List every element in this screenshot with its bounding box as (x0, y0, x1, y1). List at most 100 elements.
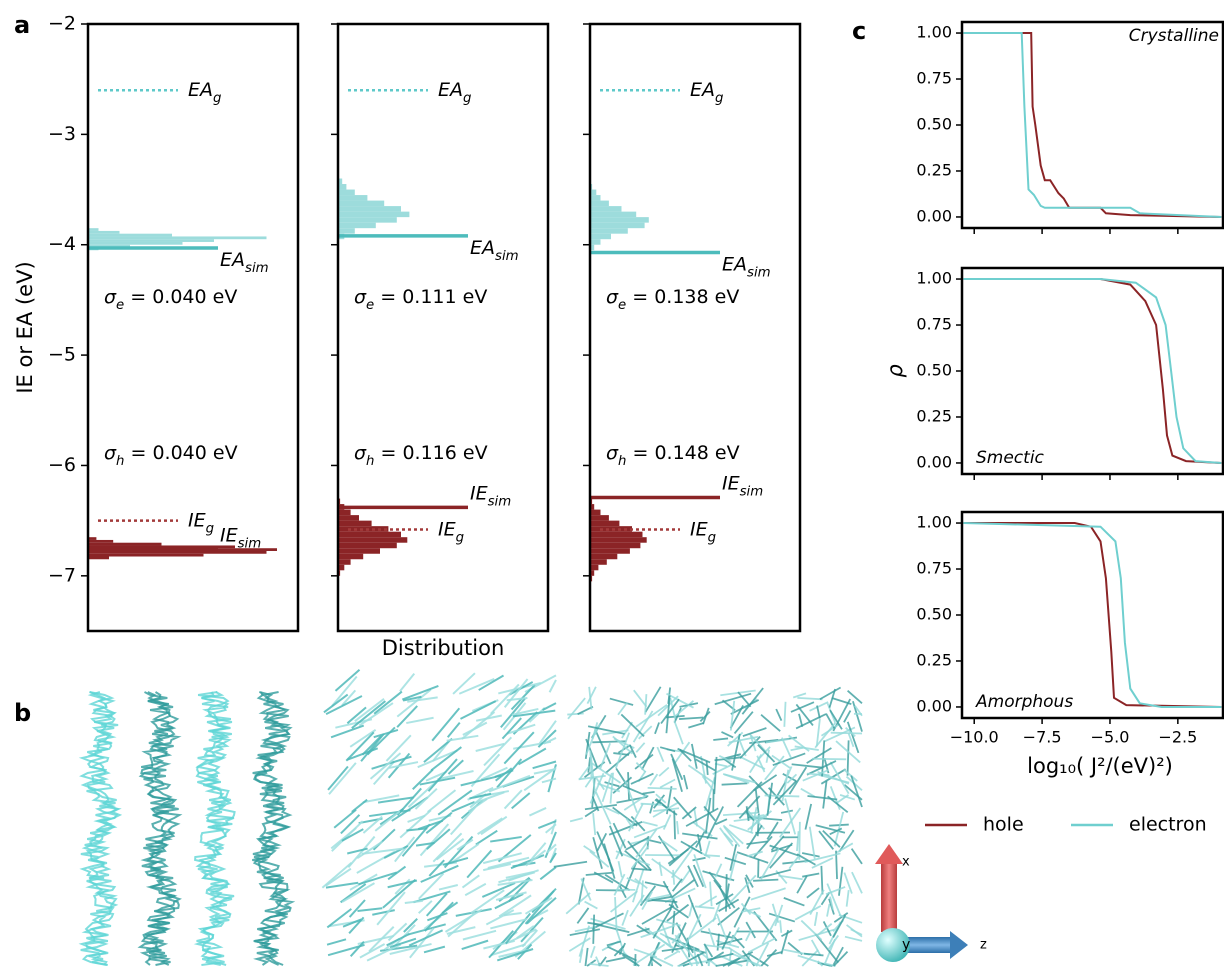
molecule (486, 910, 513, 924)
molecule (655, 723, 659, 734)
molecule (478, 818, 503, 834)
molecule (427, 829, 450, 849)
histogram-bar (88, 543, 162, 546)
histogram-bar (590, 554, 617, 560)
histogram-bar (88, 236, 267, 239)
y-tick-label: 0.50 (916, 115, 952, 134)
legend-label: electron (1129, 814, 1207, 836)
molecule (448, 913, 475, 937)
molecule (400, 674, 414, 692)
histogram-bar (590, 201, 609, 207)
label-main: EA (470, 236, 495, 258)
molecule (593, 915, 594, 944)
molecule (650, 774, 657, 785)
molecule (852, 849, 862, 864)
molecule (591, 946, 595, 957)
histogram-bar (88, 228, 99, 231)
level-label: EAg (690, 79, 723, 106)
panel-title: Amorphous (975, 692, 1073, 712)
molecule (704, 855, 720, 856)
level-label: EAg (438, 79, 471, 106)
molecule (362, 736, 381, 755)
histogram-bar (590, 532, 643, 538)
molecule (372, 910, 394, 915)
y-tick-label: 1.00 (916, 269, 952, 288)
molecule (807, 748, 832, 763)
x-tick-label: −10.0 (950, 728, 999, 747)
molecule (328, 766, 348, 789)
molecule (406, 718, 433, 723)
molecule (593, 813, 595, 835)
molecule (645, 694, 646, 715)
frame (962, 268, 1223, 474)
histogram-bar (590, 212, 636, 218)
molecule (589, 964, 608, 966)
frame (962, 22, 1223, 228)
label-sub: e (116, 298, 124, 313)
molecule (707, 761, 708, 775)
level-label: IEg (188, 509, 214, 536)
molecule (797, 698, 822, 699)
molecule (421, 866, 459, 882)
histogram-bar (88, 234, 172, 237)
y-tick-label: −3 (48, 123, 76, 145)
histogram-bar (590, 239, 601, 245)
histogram-bar (338, 217, 397, 223)
level-label: EAsim (220, 249, 269, 276)
molecule (636, 743, 644, 752)
molecule (625, 862, 636, 889)
molecule (357, 908, 382, 911)
x-tick-label: −2.5 (1158, 728, 1197, 747)
panel-label: a (14, 11, 30, 39)
molecule (445, 910, 481, 932)
label-main: IE (438, 518, 456, 540)
molecule (679, 717, 703, 719)
molecule (664, 815, 671, 830)
molecule (550, 680, 556, 692)
histogram-bar (88, 537, 96, 540)
molecule (805, 804, 811, 830)
molecule (784, 898, 805, 906)
label-main: σ (606, 286, 619, 308)
histogram-bar (590, 515, 609, 521)
molecule (462, 875, 479, 887)
histogram-bar (590, 195, 601, 201)
molecule (610, 699, 633, 705)
molecule (710, 882, 712, 906)
molecule (645, 687, 660, 712)
label-sub: e (618, 298, 626, 313)
histogram-bar (338, 543, 397, 549)
label-main: EA (220, 249, 245, 271)
y-tick-label: −6 (48, 454, 76, 476)
molecule (839, 867, 843, 896)
x-axis-label: Distribution (382, 636, 505, 660)
y-tick-label: 0.00 (916, 696, 952, 715)
molecule (751, 888, 786, 899)
molecule (673, 911, 675, 934)
molecule (631, 868, 651, 870)
level-label: σh= 0.116 eV (354, 442, 488, 469)
y-tick-label: 0.25 (916, 406, 952, 425)
molecule (463, 931, 496, 940)
label-main: σ (104, 442, 117, 464)
molecule (586, 873, 612, 875)
molecule (634, 690, 647, 706)
histogram-bar (590, 543, 640, 549)
frame (88, 24, 298, 631)
molecule (350, 900, 365, 917)
molecule (439, 885, 458, 890)
molecule (529, 808, 546, 816)
molecule (405, 901, 423, 903)
series-line (963, 279, 1221, 463)
molecule (652, 859, 680, 880)
molecule (577, 908, 588, 923)
level-label: σh= 0.148 eV (606, 442, 740, 469)
molecule (782, 738, 791, 758)
histogram-bar (338, 510, 351, 516)
molecule (807, 796, 837, 799)
label-sub: g (708, 530, 716, 545)
level-label: IEg (690, 518, 716, 545)
label-sub: h (618, 454, 626, 469)
molecule (797, 831, 799, 851)
histogram-bar (338, 184, 346, 190)
